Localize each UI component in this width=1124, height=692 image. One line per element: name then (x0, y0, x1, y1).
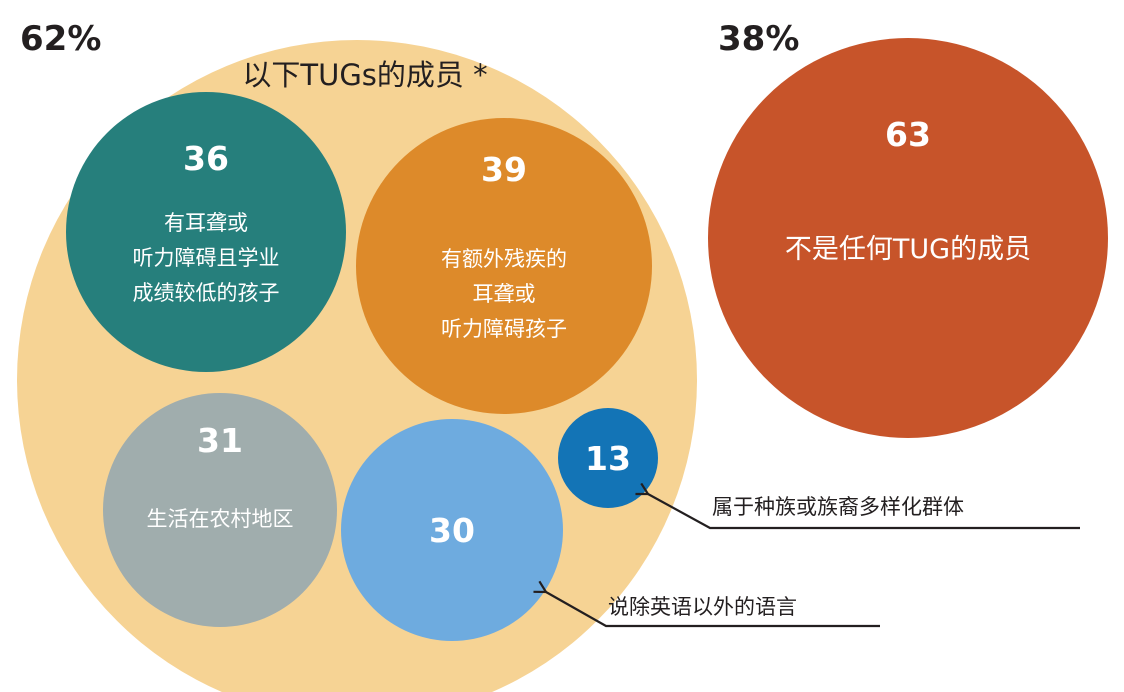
group-circle-non-english (341, 419, 563, 641)
group-value-non-english: 30 (429, 511, 475, 550)
group-label-line: 生活在农村地区 (147, 507, 294, 531)
callout-line-diverse (648, 494, 1080, 530)
group-circle-rural (103, 393, 337, 627)
group-label-line: 有耳聋或 (164, 211, 248, 235)
group-label-line: 耳聋或 (473, 282, 536, 306)
members-title: 以下TUGs的成员 * (242, 58, 487, 92)
non-member-circle (708, 38, 1108, 438)
non-member-value: 63 (885, 115, 931, 154)
group-label-line: 听力障碍且学业 (133, 246, 280, 270)
non-members-percent: 38% (718, 19, 799, 59)
group-value-rural: 31 (197, 421, 243, 460)
callout-label-diverse: 属于种族或族裔多样化群体 (712, 495, 964, 519)
group-label-line: 有额外残疾的 (441, 247, 567, 271)
group-label-line: 听力障碍孩子 (441, 317, 567, 341)
group-value-additional-disability: 39 (481, 150, 527, 189)
non-member-label: 不是任何TUG的成员 (785, 234, 1031, 265)
group-label-line: 成绩较低的孩子 (133, 281, 280, 305)
group-circle-additional-disability (356, 118, 652, 414)
group-value-diverse: 13 (585, 439, 631, 478)
callout-label-non-english: 说除英语以外的语言 (608, 595, 797, 619)
group-value-hearing-low-academic: 36 (183, 139, 229, 178)
group-circle-hearing-low-academic (66, 92, 346, 372)
group-circle-diverse (558, 408, 658, 508)
callout-line-non-english (546, 592, 880, 628)
members-percent: 62% (20, 19, 101, 59)
